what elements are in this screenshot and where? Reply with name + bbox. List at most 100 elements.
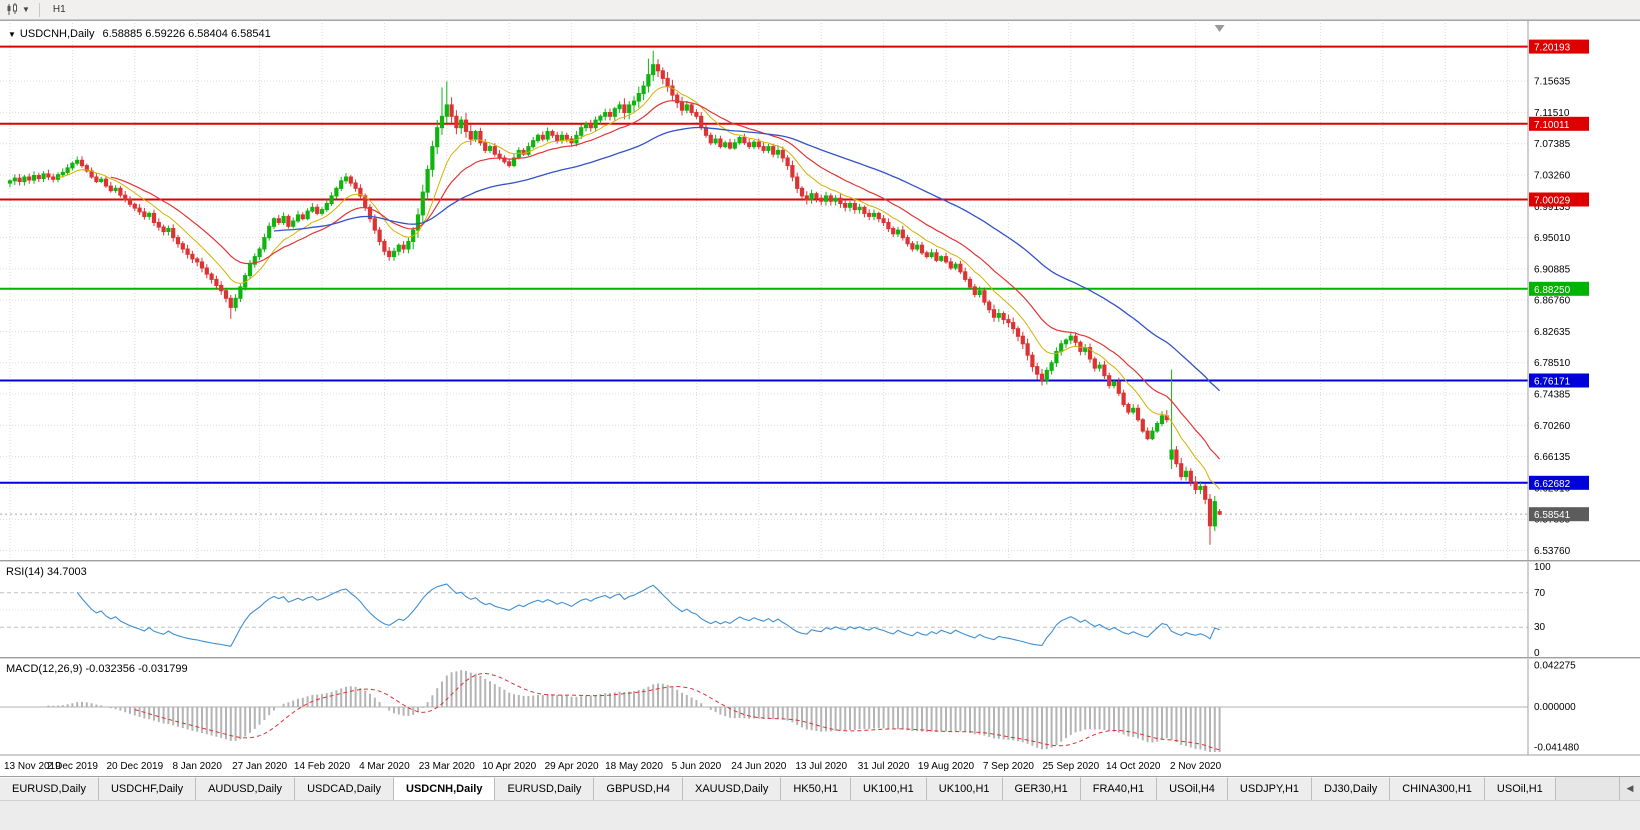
price-chart-canvas[interactable]: 7.15635 7.11510 7.07385 7.03260 6.99135 6.950… [0,21,1640,777]
svg-text:30: 30 [1534,622,1546,633]
chart-tab-fra40-h1[interactable]: FRA40,H1 [1080,777,1158,800]
svg-text:2 Dec 2019: 2 Dec 2019 [47,761,99,772]
rsi-indicator-label: RSI(14) 34.7003 [6,566,87,578]
svg-text:14 Oct 2020: 14 Oct 2020 [1106,761,1161,772]
chart-tab-usoil-h4[interactable]: USOil,H4 [1157,777,1228,800]
price-badge [1529,116,1589,131]
svg-text:6.82635: 6.82635 [1534,327,1571,338]
chart-tab-china300-h1[interactable]: CHINA300,H1 [1390,777,1485,800]
price-badge [1529,281,1589,296]
svg-text:7.10011: 7.10011 [1534,120,1570,131]
svg-text:2 Nov 2020: 2 Nov 2020 [1170,761,1222,772]
chart-window[interactable]: 7.15635 7.11510 7.07385 7.03260 6.99135 6.950… [0,20,1640,777]
candlestick-series [7,50,1222,545]
chart-tabs-bar: EURUSD,Daily USDCHF,Daily AUDUSD,Daily USDC… [0,776,1640,800]
svg-text:20 Dec 2019: 20 Dec 2019 [106,761,163,772]
svg-text:24 Jun 2020: 24 Jun 2020 [731,761,786,772]
svg-text:-0.041480: -0.041480 [1534,743,1579,754]
chart-tab-dj30-daily[interactable]: DJ30,Daily [1312,777,1391,800]
svg-text:31 Jul 2020: 31 Jul 2020 [858,761,910,772]
horizontal-level-lines [0,45,1528,484]
chart-tab-xauusd-daily[interactable]: XAUUSD,Daily [682,777,782,800]
chart-title: ▼ USDCNH,Daily 6.58885 6.59226 6.58404 6.5… [8,28,271,40]
chart-type-caret-icon[interactable]: ▼ [22,5,30,14]
svg-text:7.00029: 7.00029 [1534,196,1571,207]
chart-tab-hk50-h1[interactable]: HK50,H1 [781,777,851,800]
toolbar: ▼ M1M5M15M30H1H4D1W1MN [0,0,1640,75]
chart-type-icon[interactable] [5,3,21,17]
chart-tab-uk100-h1[interactable]: UK100,H1 [926,777,1003,800]
svg-text:6.95010: 6.95010 [1534,233,1571,244]
svg-text:6.53760: 6.53760 [1534,546,1571,557]
svg-text:6.99135: 6.99135 [1534,202,1571,213]
svg-text:0.000000: 0.000000 [1534,702,1576,713]
status-bar [0,800,1640,830]
svg-text:19 Aug 2020: 19 Aug 2020 [918,761,975,772]
price-axis-labels: 7.15635 7.11510 7.07385 7.03260 6.99135 6.950… [1534,77,1579,754]
svg-text:6.66135: 6.66135 [1534,452,1571,463]
price-badge [1529,475,1589,490]
svg-text:0.042275: 0.042275 [1534,661,1576,672]
price-badge [1529,373,1589,388]
chart-symbol-period: USDCNH,Daily [19,28,95,40]
chart-shift-marker[interactable] [1214,25,1225,32]
svg-text:6.90885: 6.90885 [1534,264,1571,275]
svg-text:7 Sep 2020: 7 Sep 2020 [983,761,1035,772]
macd-signal-line [134,672,1220,751]
rsi-value: 34.7003 [46,566,87,578]
chart-tab-eurusd-daily[interactable]: EURUSD,Daily [495,777,595,800]
svg-text:7.03260: 7.03260 [1534,171,1571,182]
tab-scroll-left-button[interactable]: ◀ [1619,777,1640,800]
chart-tab-ger30-h1[interactable]: GER30,H1 [1002,777,1081,800]
chart-tab-usdcad-daily[interactable]: USDCAD,Daily [295,777,395,800]
chart-tab-usoil-h1[interactable]: USOil,H1 [1484,777,1556,800]
svg-text:29 Apr 2020: 29 Apr 2020 [545,761,599,772]
chart-tab-usdjpy-h1[interactable]: USDJPY,H1 [1227,777,1313,800]
chart-tab-gbpusd-h4[interactable]: GBPUSD,H4 [594,777,683,800]
collapse-icon[interactable]: ▼ [8,30,16,39]
candlestick-glyph [7,3,17,15]
svg-text:7.20193: 7.20193 [1534,43,1571,54]
svg-text:8 Jan 2020: 8 Jan 2020 [172,761,222,772]
macd-name: MACD(12,26,9) [6,663,83,675]
chart-background [0,21,1640,777]
toolbar-separator [38,2,40,17]
ma-line-21 [110,100,1221,460]
svg-text:7.11510: 7.11510 [1534,108,1570,119]
grid [0,23,1528,560]
svg-text:100: 100 [1534,562,1551,573]
macd-values: -0.032356 -0.031799 [85,663,188,675]
ma-line-10 [57,86,1220,490]
svg-text:7.15635: 7.15635 [1534,77,1571,88]
svg-text:27 Jan 2020: 27 Jan 2020 [232,761,287,772]
svg-text:23 Mar 2020: 23 Mar 2020 [419,761,476,772]
svg-text:5 Jun 2020: 5 Jun 2020 [672,761,722,772]
price-axis[interactable] [1529,21,1640,755]
chart-tab-eurusd-daily[interactable]: EURUSD,Daily [0,777,99,800]
chart-tab-usdchf-daily[interactable]: USDCHF,Daily [98,777,197,800]
price-badge [1529,39,1589,54]
svg-text:0: 0 [1534,648,1540,659]
price-badge [1529,192,1589,207]
macd-indicator-label: MACD(12,26,9) -0.032356 -0.031799 [6,663,188,675]
svg-text:13 Jul 2020: 13 Jul 2020 [795,761,847,772]
svg-text:6.88250: 6.88250 [1534,285,1571,296]
timeframe-button-h1[interactable]: H1 [52,4,66,15]
svg-text:7.07385: 7.07385 [1534,139,1571,150]
svg-text:25 Sep 2020: 25 Sep 2020 [1042,761,1099,772]
svg-text:4 Mar 2020: 4 Mar 2020 [359,761,410,772]
svg-text:6.58541: 6.58541 [1534,510,1571,521]
svg-text:6.76171: 6.76171 [1534,377,1571,388]
svg-text:70: 70 [1534,588,1546,599]
chart-tab-uk100-h1[interactable]: UK100,H1 [850,777,927,800]
svg-text:18 May 2020: 18 May 2020 [605,761,663,772]
ma-line-55 [273,126,1221,392]
svg-text:6.74385: 6.74385 [1534,390,1571,401]
chart-tab-usdcnh-daily[interactable]: USDCNH,Daily [394,777,496,800]
svg-text:6.62682: 6.62682 [1534,479,1571,490]
chart-tab-audusd-daily[interactable]: AUDUSD,Daily [196,777,296,800]
chart-tabs-strip: EURUSD,Daily USDCHF,Daily AUDUSD,Daily USDC… [0,777,1619,800]
svg-text:14 Feb 2020: 14 Feb 2020 [294,761,351,772]
rsi-line [76,583,1220,647]
